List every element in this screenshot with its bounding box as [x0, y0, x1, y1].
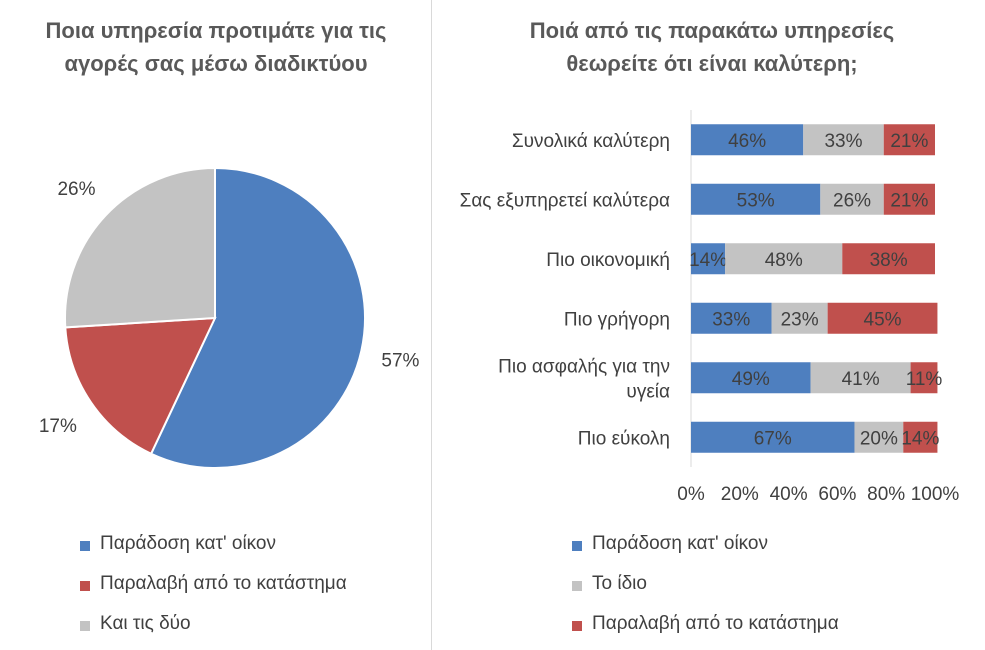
bar-data-label: 14%	[689, 250, 727, 271]
bar-segment	[691, 243, 726, 275]
category-label: Σας εξυπηρετεί καλύτερα	[460, 190, 670, 211]
legend-swatch	[572, 541, 582, 551]
bar-data-label: 67%	[754, 428, 792, 449]
legend-label: Το ίδιο	[592, 573, 647, 594]
bar-chart-title: Ποιά από τις παρακάτω υπηρεσίες θεωρείτε…	[529, 18, 895, 76]
bar-segment	[691, 302, 772, 334]
legend-swatch	[572, 581, 582, 591]
bar-segment	[883, 183, 935, 215]
bar-data-label: 23%	[781, 309, 819, 330]
bar-segment	[810, 362, 911, 394]
pie-chart-panel: Ποια υπηρεσία προτιμάτε για τις αγορές σ…	[0, 0, 432, 650]
bar-segment	[842, 243, 935, 275]
bar-segment	[910, 362, 938, 394]
legend-swatch	[80, 581, 90, 591]
bar-data-label: 21%	[890, 190, 928, 211]
bar-data-label: 38%	[870, 250, 908, 271]
bar-data-label: 41%	[842, 369, 880, 390]
bar-segment	[691, 124, 804, 156]
bar-data-label: 21%	[890, 131, 928, 152]
legend-swatch	[80, 621, 90, 631]
legend-swatch	[80, 541, 90, 551]
bar-data-label: 46%	[728, 131, 766, 152]
category-label: Πιο γρήγορη	[564, 309, 670, 330]
category-label: Πιο ασφαλής για την	[498, 356, 670, 377]
pie-slice	[64, 316, 217, 456]
panel-divider	[431, 0, 432, 650]
pie-chart: 57% 17% 26%	[39, 166, 420, 469]
bar-segment	[691, 362, 811, 394]
bar-data-label: 11%	[906, 369, 943, 390]
x-tick-label: 40%	[770, 484, 808, 505]
bar-data-label: 20%	[860, 428, 898, 449]
bar-segment	[883, 124, 935, 156]
pie-data-label: 57%	[381, 350, 419, 371]
x-tick-label: 20%	[721, 484, 759, 505]
bar-chart-panel: Ποιά από τις παρακάτω υπηρεσίες θεωρείτε…	[432, 0, 985, 650]
stacked-bar-chart: Συνολικά καλύτερη 46% 33% 21% Σας εξυπηρετεί…	[460, 110, 960, 505]
legend-label: Παράδοση κατ' οίκον	[592, 533, 769, 554]
category-label: Συνολικά καλύτερη	[512, 131, 670, 152]
category-label: Πιο εύκολη	[578, 428, 670, 449]
pie-data-label: 26%	[57, 179, 95, 200]
bar-segment	[827, 302, 938, 334]
legend-swatch	[572, 621, 582, 631]
x-tick-label: 80%	[867, 484, 905, 505]
x-tick-label: 60%	[818, 484, 856, 505]
pie-slice	[64, 166, 216, 329]
bar-data-label: 45%	[864, 309, 902, 330]
bar-data-label: 53%	[737, 190, 775, 211]
pie-slice	[149, 166, 366, 469]
category-label: Πιο οικονομική	[546, 250, 670, 271]
x-tick-label: 100%	[911, 484, 960, 505]
bar-data-label: 26%	[833, 190, 871, 211]
bar-segment	[725, 243, 843, 275]
pie-chart-title: Ποια υπηρεσία προτιμάτε για τις αγορές σ…	[45, 18, 387, 76]
bar-data-label: 49%	[732, 369, 770, 390]
x-tick-label: 0%	[677, 484, 705, 505]
bar-segment	[803, 124, 884, 156]
bar-data-label: 14%	[901, 428, 939, 449]
category-label: υγεία	[626, 381, 670, 402]
bar-segment	[854, 421, 904, 453]
bar-segment	[691, 183, 821, 215]
bar-data-label: 33%	[712, 309, 750, 330]
bar-segment	[820, 183, 884, 215]
legend-label: Παράδοση κατ' οίκον	[100, 533, 277, 554]
bar-data-label: 33%	[824, 131, 862, 152]
legend-label: Και τις δύο	[100, 613, 191, 634]
bar-segment	[691, 421, 855, 453]
legend-label: Παραλαβή από το κατάστημα	[592, 613, 839, 634]
legend-label: Παραλαβή από το κατάστημα	[100, 573, 347, 594]
bar-segment	[771, 302, 828, 334]
bar-segment	[903, 421, 938, 453]
pie-data-label: 17%	[39, 416, 77, 437]
bar-data-label: 48%	[765, 250, 803, 271]
